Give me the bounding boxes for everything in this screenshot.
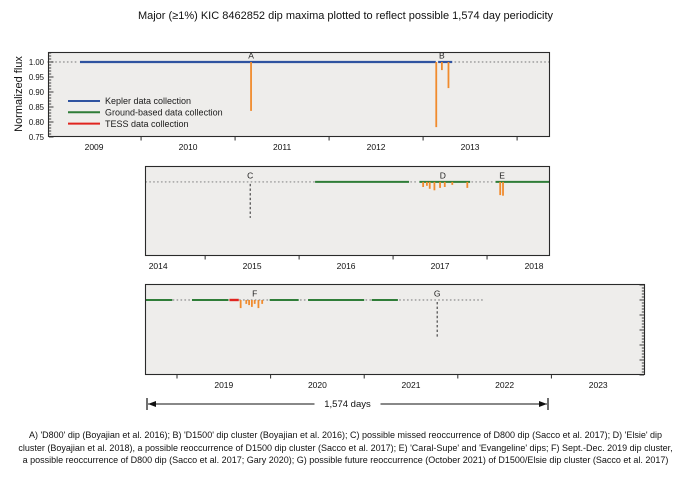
panel-background <box>145 284 645 375</box>
dip-letter-label: G <box>434 288 441 298</box>
period-arrow: 1,574 days <box>146 398 549 410</box>
dip-letter-label: B <box>439 50 445 60</box>
panel-ground-era-1: C D E 2014 2015 2016 2017 2018 <box>144 165 551 271</box>
x-tick-label: 2010 <box>179 142 198 152</box>
y-tick-label: 0.75 <box>29 133 45 142</box>
legend-label: TESS data collection <box>105 119 189 129</box>
panel-background <box>145 166 550 256</box>
x-tick-label: 2014 <box>149 261 168 271</box>
x-tick-label: 2021 <box>402 380 421 390</box>
x-tick-label: 2018 <box>525 261 544 271</box>
y-tick-label: 0.90 <box>29 88 45 97</box>
dip-letter-label: F <box>252 288 257 298</box>
y-tick-label: 0.95 <box>29 73 45 82</box>
y-tick-label: 1.00 <box>29 58 45 67</box>
x-tick-label: 2015 <box>243 261 262 271</box>
x-tick-label: 2020 <box>308 380 327 390</box>
panel-background <box>48 52 550 137</box>
arrow-head-left <box>148 401 156 407</box>
panel-border <box>144 165 551 257</box>
y-axis-label: Normalized flux <box>13 56 25 132</box>
x-tick-label: 2019 <box>214 380 233 390</box>
legend-label: Kepler data collection <box>105 96 191 106</box>
legend-label: Ground-based data collection <box>105 108 223 118</box>
arrow-head-right <box>539 401 547 407</box>
x-tick-label: 2022 <box>495 380 514 390</box>
dip-letter-label: A <box>248 50 254 60</box>
chart-title: Major (≥1%) KIC 8462852 dip maxima plott… <box>137 10 554 22</box>
dip-letter-label: E <box>499 170 505 180</box>
dip-letter-label: C <box>247 170 253 180</box>
x-tick-label: 2013 <box>461 142 480 152</box>
panel-border <box>47 51 551 138</box>
x-tick-label: 2016 <box>337 261 356 271</box>
y-tick-label: 0.85 <box>29 103 45 112</box>
x-tick-label: 2009 <box>85 142 104 152</box>
period-arrow-label: 1,574 days <box>324 399 371 410</box>
x-tick-label: 2011 <box>273 142 292 152</box>
y-tick-label: 0.80 <box>29 118 45 127</box>
figure-caption: A) 'D800' dip (Boyajian et al. 2016); B)… <box>18 430 673 466</box>
x-tick-label: 2012 <box>367 142 386 152</box>
x-tick-label: 2017 <box>431 261 450 271</box>
panel-kepler-era: A B 2009 2010 2011 2012 2013 0.75 0.80 0.85 0.90 0.… <box>29 50 551 152</box>
dip-letter-label: D <box>440 170 446 180</box>
panel-border <box>144 283 646 376</box>
x-tick-label: 2023 <box>589 380 608 390</box>
panel-ground-era-2: F G 2019 2020 2021 2022 2023 <box>144 283 646 390</box>
